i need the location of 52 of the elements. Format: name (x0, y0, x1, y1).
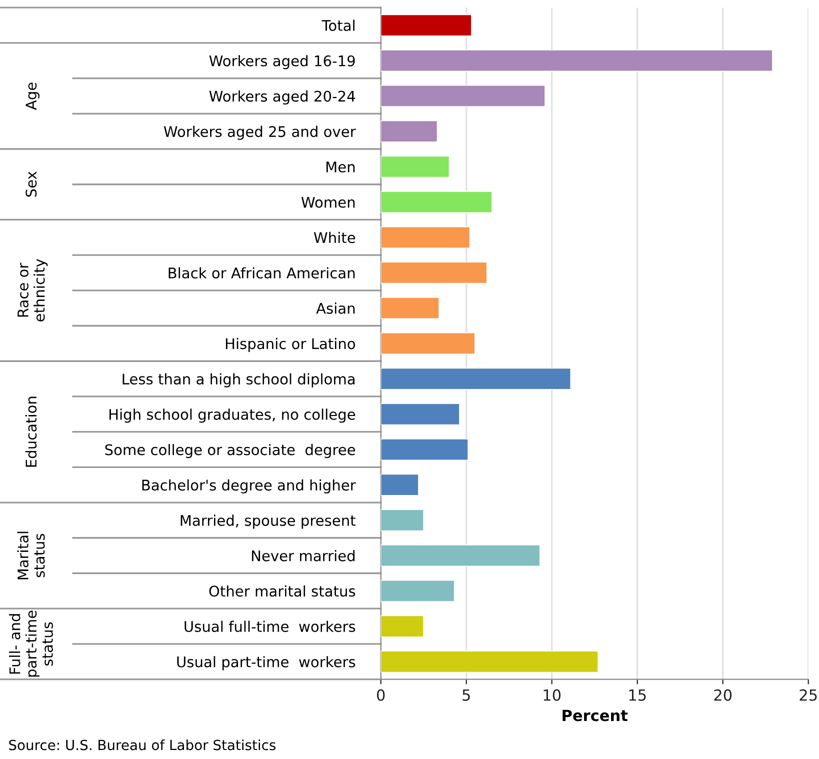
y-tick-label: White (314, 232, 356, 244)
bar (380, 262, 488, 284)
y-tick-label: Workers aged 25 and over (164, 126, 356, 140)
bar (380, 615, 424, 638)
y-tick-label: Men (326, 162, 355, 172)
bar (380, 368, 572, 390)
text: Race or ethnicity (18, 259, 48, 322)
bar (380, 650, 598, 673)
x-tick-label: 25 (800, 689, 817, 701)
y-tick-label: Less than a high school diploma (122, 373, 355, 388)
y-tick-label: Total (322, 20, 354, 32)
bar (380, 84, 546, 107)
text: Full- and part-time status (9, 610, 53, 677)
bar (380, 544, 540, 567)
text: Education (25, 396, 37, 467)
bar (380, 438, 468, 461)
bar (380, 580, 455, 602)
x-tick-label: 15 (629, 689, 646, 701)
source-note: Source: U.S. Bureau of Labor Statistics (9, 739, 276, 750)
y-tick-label: Black or African American (168, 267, 355, 278)
x-tick-label: 5 (462, 689, 470, 701)
bar (380, 156, 450, 178)
y-tick-label: Usual part-time workers (177, 656, 356, 670)
bar (380, 14, 472, 36)
y-tick-label: Usual full-time workers (184, 620, 356, 632)
x-tick-label: 0 (376, 689, 385, 701)
y-tick-label: Other marital status (209, 585, 356, 597)
x-axis-title: Percent (562, 710, 628, 722)
bar (380, 403, 460, 426)
bar (380, 226, 470, 248)
bar (380, 120, 438, 142)
bar (380, 509, 424, 532)
y-tick-label: Married, spouse present (180, 514, 356, 529)
y-tick-label: Never married (252, 550, 355, 562)
y-tick-label: Women (301, 196, 355, 208)
y-tick-label: Asian (316, 302, 355, 314)
y-tick-label: High school graduates, no college (109, 408, 356, 423)
bar (380, 297, 440, 320)
bar (380, 332, 476, 354)
bar (380, 50, 773, 72)
text: Marital status (17, 532, 45, 580)
y-tick-label: Workers aged 16-19 (209, 55, 355, 70)
y-tick-label: Bachelor's degree and higher (142, 479, 356, 494)
x-tick-label: 20 (714, 689, 732, 701)
text: Age (26, 82, 40, 110)
y-tick-label: Some college or associate degree (105, 444, 356, 458)
text: Sex (26, 172, 37, 197)
bar (380, 474, 419, 496)
x-tick-label: 10 (544, 689, 561, 701)
y-tick-label: Workers aged 20-24 (209, 90, 356, 105)
y-tick-label: Hispanic or Latino (226, 338, 356, 352)
bar (380, 191, 492, 214)
